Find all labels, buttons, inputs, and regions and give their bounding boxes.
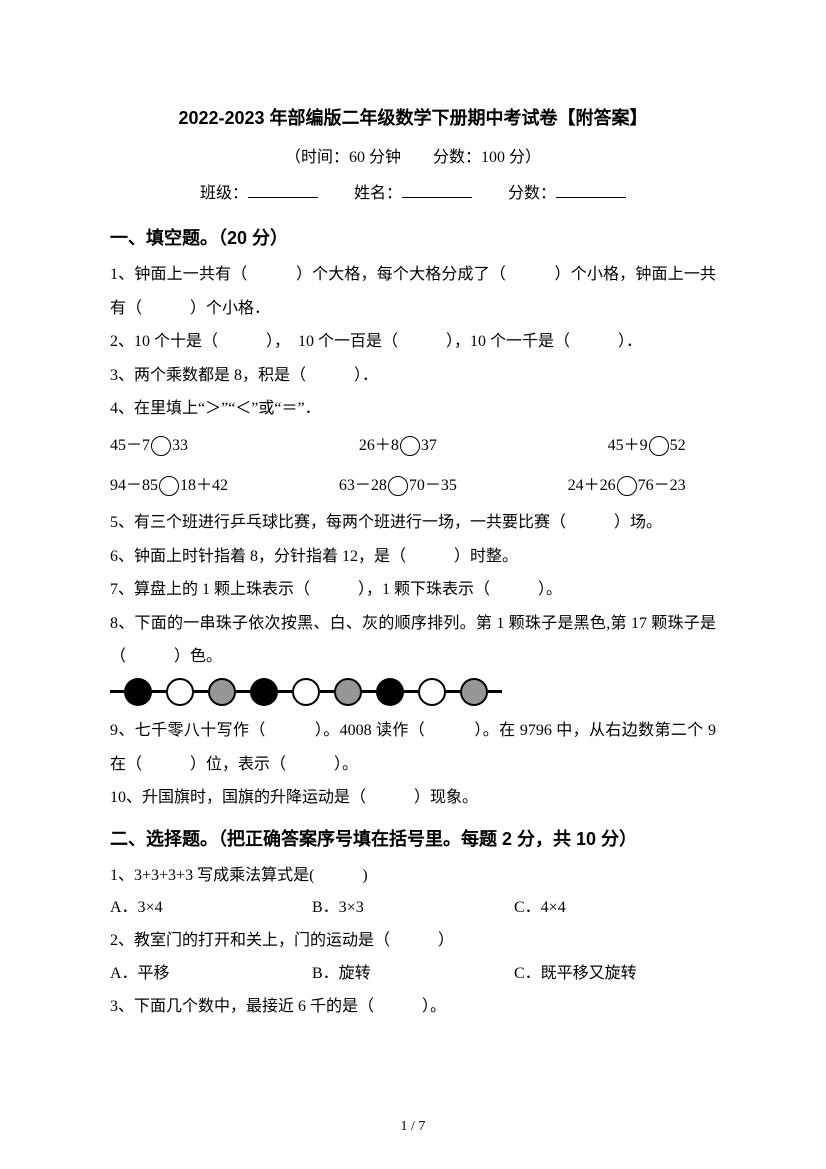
option-c: C．既平移又旋转 bbox=[514, 958, 716, 990]
circle-blank bbox=[400, 436, 420, 456]
circle-blank bbox=[159, 476, 179, 496]
bead-black bbox=[376, 678, 404, 706]
q2-3: 3、下面几个数中，最接近 6 千的是（ ）。 bbox=[110, 990, 716, 1024]
compare-right: 18＋42 bbox=[180, 470, 228, 502]
name-blank bbox=[402, 182, 472, 198]
bead-line bbox=[236, 690, 250, 693]
q1-8: 8、下面的一串珠子依次按黑、白、灰的顺序排列。第 1 颗珠子是黑色,第 17 颗… bbox=[110, 607, 716, 674]
name-label: 姓名： bbox=[354, 185, 402, 202]
exam-time-score: （时间：60 分钟 分数：100 分） bbox=[110, 142, 716, 174]
q1-10: 10、升国旗时，国旗的升降运动是（ ）现象。 bbox=[110, 781, 716, 815]
exam-title: 2022-2023 年部编版二年级数学下册期中考试卷【附答案】 bbox=[110, 100, 716, 136]
beads-diagram bbox=[110, 674, 716, 714]
option-c: C．4×4 bbox=[514, 892, 716, 924]
q2-2-options: A．平移 B．旋转 C．既平移又旋转 bbox=[110, 958, 716, 990]
bead-black bbox=[250, 678, 278, 706]
compare-left: 24＋26 bbox=[568, 470, 616, 502]
bead-line bbox=[194, 690, 208, 693]
student-info-line: 班级： 姓名： 分数： bbox=[110, 178, 716, 210]
bead-white bbox=[418, 678, 446, 706]
q1-2: 2、10 个十是（ ）， 10 个一百是（ ），10 个一千是（ ）． bbox=[110, 325, 716, 359]
compare-left: 45－7 bbox=[110, 430, 150, 462]
circle-blank bbox=[649, 436, 669, 456]
compare-item: 94－85 18＋42 bbox=[110, 470, 228, 502]
compare-item: 45－7 33 bbox=[110, 430, 188, 462]
option-b: B．旋转 bbox=[312, 958, 514, 990]
compare-item: 26＋8 37 bbox=[359, 430, 437, 462]
option-a: A．平移 bbox=[110, 958, 312, 990]
page-number: 1 / 7 bbox=[0, 1113, 826, 1141]
option-b: B．3×3 bbox=[312, 892, 514, 924]
bead-line bbox=[320, 690, 334, 693]
bead-line bbox=[362, 690, 376, 693]
circle-blank bbox=[388, 476, 408, 496]
circle-blank bbox=[617, 476, 637, 496]
bead-white bbox=[292, 678, 320, 706]
q1-5: 5、有三个班进行乒乓球比赛，每两个班进行一场，一共要比赛（ ）场。 bbox=[110, 506, 716, 540]
q1-7: 7、算盘上的 1 颗上珠表示（ ），1 颗下珠表示（ ）。 bbox=[110, 573, 716, 607]
compare-left: 45＋9 bbox=[608, 430, 648, 462]
q2-1: 1、3+3+3+3 写成乘法算式是( ) bbox=[110, 859, 716, 893]
q2-2: 2、教室门的打开和关上，门的运动是（ ） bbox=[110, 924, 716, 958]
q2-1-options: A．3×4 B．3×3 C．4×4 bbox=[110, 892, 716, 924]
bead-line bbox=[488, 690, 502, 693]
compare-left: 94－85 bbox=[110, 470, 158, 502]
compare-right: 70－35 bbox=[409, 470, 457, 502]
bead-line bbox=[278, 690, 292, 693]
compare-right: 37 bbox=[421, 430, 437, 462]
compare-item: 45＋9 52 bbox=[608, 430, 686, 462]
compare-right: 52 bbox=[670, 430, 686, 462]
class-label: 班级： bbox=[200, 185, 248, 202]
score-label: 分数： bbox=[508, 185, 556, 202]
compare-item: 63－28 70－35 bbox=[339, 470, 457, 502]
section2-header: 二、选择题。（把正确答案序号填在括号里。每题 2 分，共 10 分） bbox=[110, 821, 716, 857]
option-a: A．3×4 bbox=[110, 892, 312, 924]
q1-3: 3、两个乘数都是 8，积是（ ）． bbox=[110, 359, 716, 393]
compare-item: 24＋26 76－23 bbox=[568, 470, 686, 502]
bead-white bbox=[166, 678, 194, 706]
q1-4-intro: 4、在里填上“＞”“＜”或“＝”． bbox=[110, 392, 716, 426]
section1-header: 一、填空题。（20 分） bbox=[110, 220, 716, 256]
bead-gray bbox=[460, 678, 488, 706]
bead-gray bbox=[334, 678, 362, 706]
class-blank bbox=[248, 182, 318, 198]
bead-line bbox=[404, 690, 418, 693]
bead-black bbox=[124, 678, 152, 706]
bead-line bbox=[152, 690, 166, 693]
compare-left: 63－28 bbox=[339, 470, 387, 502]
bead-line bbox=[446, 690, 460, 693]
compare-left: 26＋8 bbox=[359, 430, 399, 462]
q1-9: 9、七千零八十写作（ ）。4008 读作（ ）。在 9796 中，从右边数第二个… bbox=[110, 714, 716, 781]
q1-6: 6、钟面上时针指着 8，分针指着 12，是（ ）时整。 bbox=[110, 540, 716, 574]
bead-gray bbox=[208, 678, 236, 706]
compare-right: 76－23 bbox=[638, 470, 686, 502]
circle-blank bbox=[151, 436, 171, 456]
q1-1: 1、钟面上一共有（ ）个大格，每个大格分成了（ ）个小格，钟面上一共有（ ）个小… bbox=[110, 258, 716, 325]
q1-4-row2: 94－85 18＋42 63－28 70－35 24＋26 76－23 bbox=[110, 466, 686, 506]
compare-right: 33 bbox=[172, 430, 188, 462]
q1-4-row1: 45－7 33 26＋8 37 45＋9 52 bbox=[110, 426, 686, 466]
bead-line bbox=[110, 690, 124, 693]
score-blank bbox=[556, 182, 626, 198]
